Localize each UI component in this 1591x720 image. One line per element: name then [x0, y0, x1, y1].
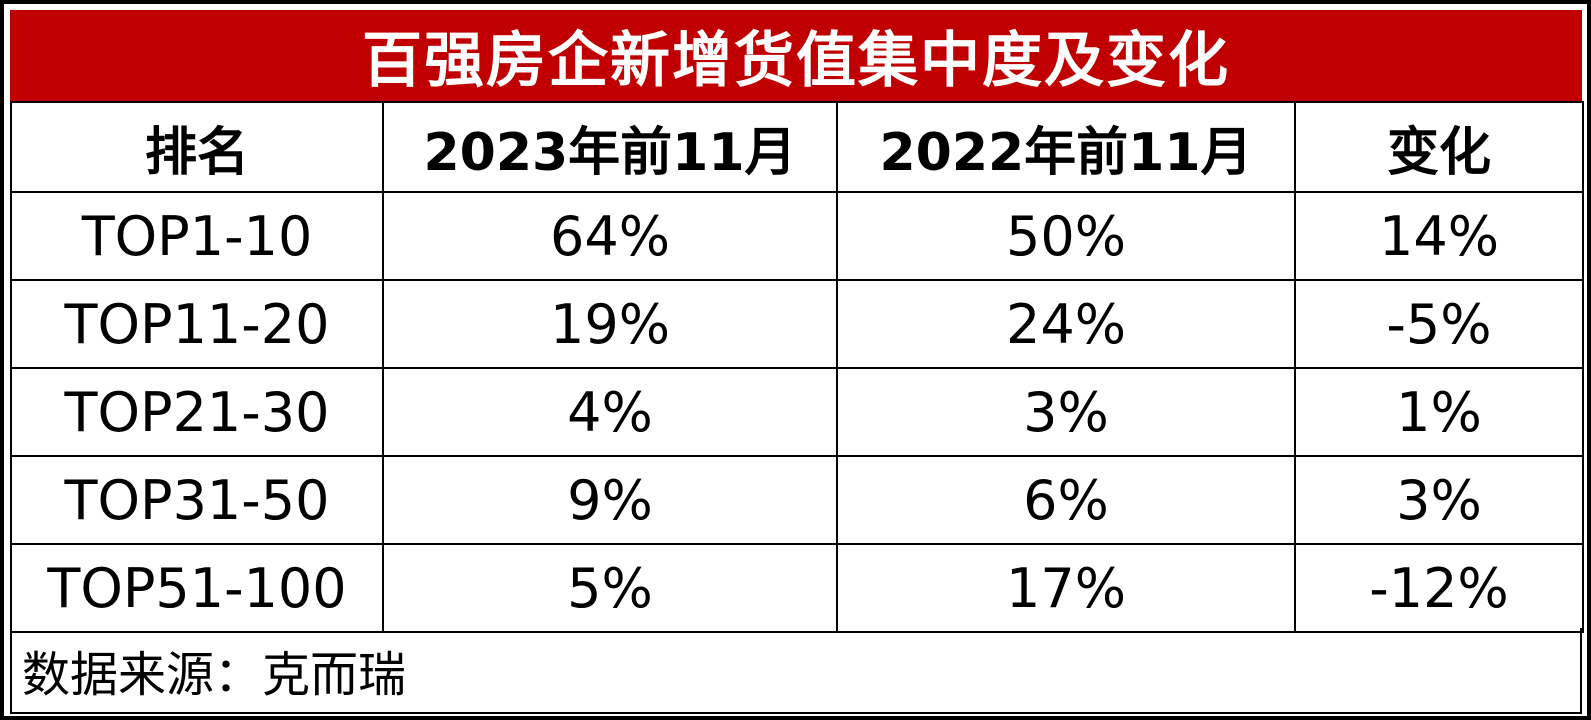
cell-rank: TOP21-30 [10, 367, 384, 457]
cell-change: 1% [1294, 367, 1584, 457]
table-row: TOP51-100 5% 17% -12% [10, 543, 1584, 633]
header-rank: 排名 [10, 101, 384, 193]
cell-rank: TOP51-100 [10, 543, 384, 633]
cell-change: -12% [1294, 543, 1584, 633]
cell-2023: 4% [382, 367, 838, 457]
cell-rank: TOP1-10 [10, 191, 384, 281]
table-row: TOP11-20 19% 24% -5% [10, 279, 1584, 369]
cell-2023: 5% [382, 543, 838, 633]
table-frame: 百强房企新增货值集中度及变化 排名 2023年前11月 2022年前11月 变化… [4, 4, 1587, 716]
cell-rank: TOP31-50 [10, 455, 384, 545]
cell-change: -5% [1294, 279, 1584, 369]
cell-2022: 24% [836, 279, 1296, 369]
cell-2023: 19% [382, 279, 838, 369]
table-row: TOP31-50 9% 6% 3% [10, 455, 1584, 545]
cell-change: 3% [1294, 455, 1584, 545]
header-change: 变化 [1294, 101, 1584, 193]
cell-2022: 17% [836, 543, 1296, 633]
cell-2023: 64% [382, 191, 838, 281]
cell-2023: 9% [382, 455, 838, 545]
concentration-table: 排名 2023年前11月 2022年前11月 变化 TOP1-10 64% 50… [10, 101, 1584, 633]
header-2023: 2023年前11月 [382, 101, 838, 193]
header-2022: 2022年前11月 [836, 101, 1296, 193]
table-row: TOP1-10 64% 50% 14% [10, 191, 1584, 281]
data-source-note: 数据来源：克而瑞 [10, 628, 1582, 714]
header-row: 排名 2023年前11月 2022年前11月 变化 [10, 101, 1584, 193]
cell-2022: 6% [836, 455, 1296, 545]
cell-change: 14% [1294, 191, 1584, 281]
table-row: TOP21-30 4% 3% 1% [10, 367, 1584, 457]
cell-2022: 3% [836, 367, 1296, 457]
table-title: 百强房企新增货值集中度及变化 [10, 10, 1582, 101]
cell-2022: 50% [836, 191, 1296, 281]
cell-rank: TOP11-20 [10, 279, 384, 369]
